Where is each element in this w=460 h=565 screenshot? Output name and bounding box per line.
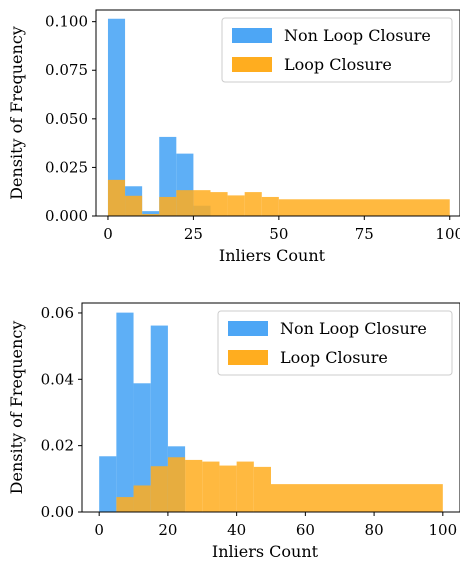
bar [150,325,168,512]
bar [99,456,117,512]
x-tick-label: 100 [435,225,460,243]
bar [133,383,151,512]
x-tick-label: 0 [103,225,113,243]
bar [193,190,211,216]
x-tick-label: 100 [428,521,457,539]
bar [253,466,271,512]
legend-swatch [232,28,272,43]
y-tick-label: 0.00 [41,503,74,521]
bar [185,459,203,512]
x-axis: 0 20 40 60 80 100 [94,512,457,539]
series-loop-closure [107,179,450,216]
series-loop-closure [116,457,443,512]
y-axis-label: Density of Frequency [7,26,26,200]
legend-swatch [228,321,268,336]
x-axis: 0 25 50 75 100 [103,216,460,243]
y-axis: 0.00 0.02 0.04 0.06 [41,304,82,521]
bar [116,497,134,512]
bar [159,136,177,216]
axes-frame [95,9,460,217]
bar [142,211,160,216]
bar [244,192,262,216]
legend-swatch [228,350,268,365]
x-tick-label: 40 [227,521,246,539]
y-tick-label: 0.02 [41,437,74,455]
bar [107,18,126,216]
bar [210,192,228,216]
bar [133,485,151,512]
bar [142,214,160,216]
bar [167,457,186,512]
legend-label: Loop Closure [280,348,388,367]
y-tick-label: 0.000 [45,207,88,225]
bar [261,196,279,216]
legend-box [217,310,453,376]
bar [236,461,254,512]
x-axis-label: Inliers Count [219,246,326,265]
axes-frame [81,302,460,513]
x-tick-label: 80 [365,521,384,539]
chart-1: 0 25 50 75 100 0.000 0.025 0.050 0.075 0.100 Inlie… [7,9,460,265]
x-tick-label: 75 [355,225,374,243]
bar [150,466,168,512]
y-axis-label: Density of Frequency [7,321,26,495]
bar [271,484,443,512]
legend: Non Loop Closure Loop Closure [217,310,453,376]
y-tick-label: 0.06 [41,304,74,322]
y-tick-label: 0.050 [45,110,88,128]
bar [227,195,245,216]
bar [159,196,177,216]
x-tick-label: 60 [296,521,315,539]
y-tick-label: 0.100 [45,13,88,31]
legend: Non Loop Closure Loop Closure [221,17,453,83]
bar [278,199,450,216]
legend-label: Loop Closure [284,55,392,74]
x-tick-label: 50 [269,225,288,243]
x-tick-label: 20 [158,521,177,539]
bar [116,312,134,512]
x-tick-label: 25 [184,225,203,243]
y-tick-label: 0.04 [41,370,74,388]
y-axis: 0.000 0.025 0.050 0.075 0.100 [45,13,96,225]
chart-2: 0 20 40 60 80 100 0.00 0.02 0.04 0.06 Inliers Coun… [7,302,460,561]
bar [125,195,143,216]
bar [219,465,237,512]
legend-box [221,17,453,83]
x-tick-label: 0 [94,521,104,539]
bar [176,190,194,216]
y-tick-label: 0.025 [45,158,88,176]
bar [202,461,220,512]
x-axis-label: Inliers Count [212,542,319,561]
legend-label: Non Loop Closure [280,319,427,338]
series-non-loop-closure [107,18,211,216]
legend-label: Non Loop Closure [284,26,431,45]
legend-swatch [232,57,272,72]
bar [107,179,126,216]
y-tick-label: 0.075 [45,61,88,79]
